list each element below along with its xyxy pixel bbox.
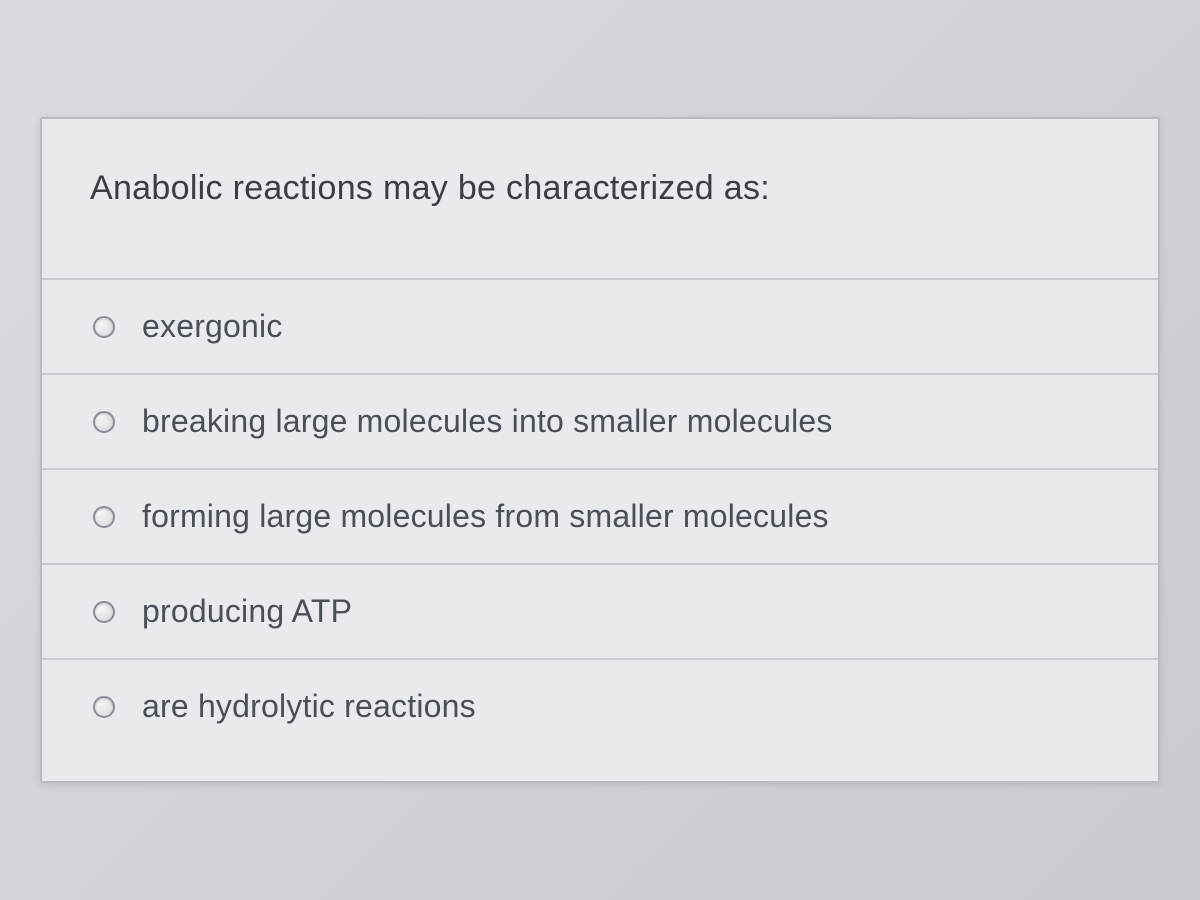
- option-row[interactable]: breaking large molecules into smaller mo…: [42, 375, 1158, 470]
- option-label: exergonic: [142, 308, 283, 345]
- option-label: breaking large molecules into smaller mo…: [142, 403, 833, 440]
- option-label: forming large molecules from smaller mol…: [142, 498, 829, 535]
- question-prompt: Anabolic reactions may be characterized …: [90, 169, 1110, 208]
- question-card: Anabolic reactions may be characterized …: [40, 117, 1160, 783]
- options-list: exergonic breaking large molecules into …: [42, 280, 1158, 781]
- option-row[interactable]: exergonic: [42, 280, 1158, 375]
- radio-icon[interactable]: [90, 313, 118, 341]
- option-row[interactable]: producing ATP: [42, 565, 1158, 660]
- option-label: are hydrolytic reactions: [142, 688, 476, 725]
- option-row[interactable]: forming large molecules from smaller mol…: [42, 470, 1158, 565]
- radio-icon[interactable]: [90, 503, 118, 531]
- option-label: producing ATP: [142, 593, 352, 630]
- radio-icon[interactable]: [90, 598, 118, 626]
- radio-icon[interactable]: [90, 408, 118, 436]
- question-header: Anabolic reactions may be characterized …: [42, 119, 1158, 280]
- option-row[interactable]: are hydrolytic reactions: [42, 660, 1158, 781]
- radio-icon[interactable]: [90, 693, 118, 721]
